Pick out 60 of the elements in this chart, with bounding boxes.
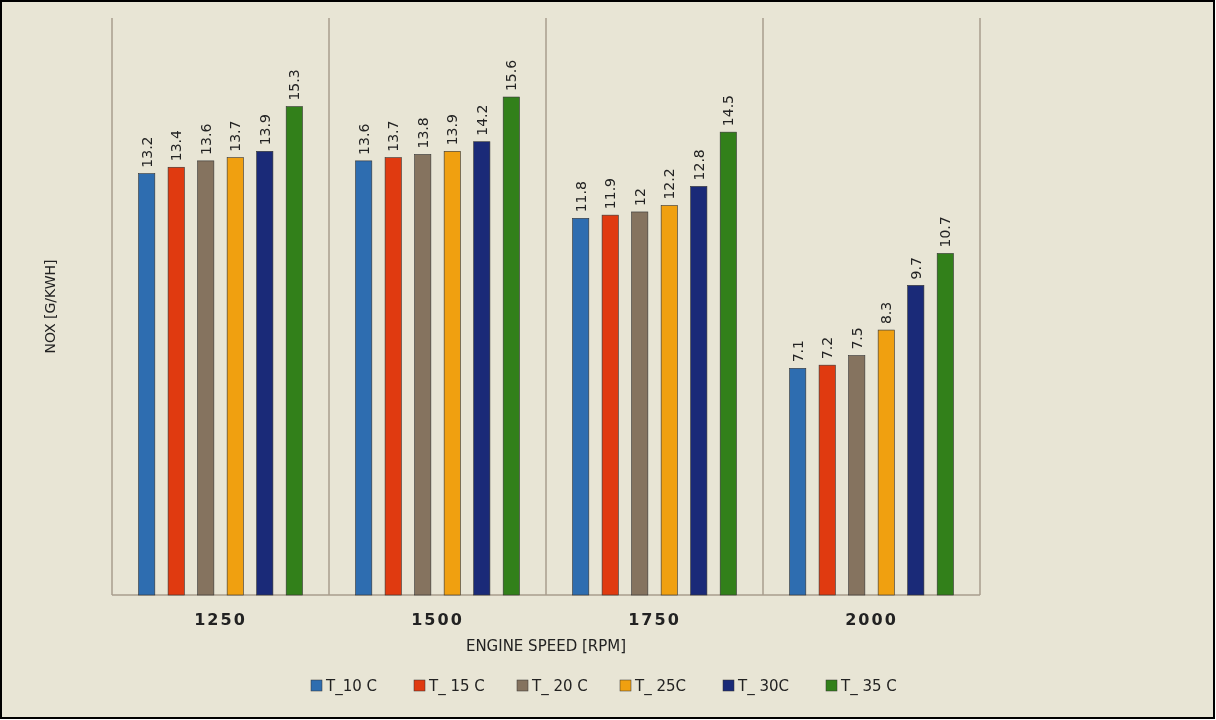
- data-label: 14.5: [720, 94, 737, 127]
- data-label: 13.9: [444, 114, 461, 146]
- data-label: 12: [631, 188, 648, 206]
- x-tick-label: 1750: [628, 610, 681, 629]
- bar: [414, 154, 432, 596]
- bar: [197, 160, 215, 596]
- bar: [719, 131, 737, 596]
- x-tick-label: 2000: [845, 610, 898, 629]
- data-label: 13.4: [168, 130, 185, 162]
- bar: [877, 329, 895, 596]
- x-axis-title: ENGINE SPEED [RPM]: [465, 637, 627, 655]
- bar: [936, 253, 954, 596]
- bar: [256, 151, 274, 596]
- data-label: 14.2: [473, 104, 490, 136]
- data-label: 13.7: [385, 120, 402, 152]
- data-label: 11.9: [602, 177, 619, 210]
- bar: [443, 151, 461, 596]
- bar: [572, 218, 590, 596]
- data-label: 9.7: [907, 257, 924, 280]
- bar: [384, 157, 402, 596]
- x-tick-label: 1250: [194, 610, 247, 629]
- data-label: 7.1: [789, 340, 806, 363]
- bar: [601, 214, 619, 596]
- data-label: 11.8: [572, 181, 589, 213]
- legend-label: T_ 25C: [634, 677, 686, 696]
- bar: [138, 173, 156, 596]
- data-label: 10.7: [937, 216, 954, 248]
- data-label: 15.3: [286, 69, 303, 101]
- bar: [789, 368, 807, 596]
- bar: [818, 364, 836, 596]
- data-label: 13.6: [355, 123, 372, 155]
- bar: [907, 285, 925, 596]
- bar: [502, 96, 520, 596]
- bar: [226, 157, 244, 596]
- data-label: 15.6: [503, 59, 520, 92]
- bar: [848, 355, 866, 596]
- bar: [167, 166, 185, 596]
- data-label: 13.8: [414, 117, 431, 149]
- legend-label: T_10 C: [325, 677, 377, 696]
- data-label: 13.7: [227, 120, 244, 152]
- legend-label: T_ 15 C: [428, 677, 485, 696]
- legend-label: T_ 35 C: [840, 677, 897, 696]
- data-label: 8.3: [878, 301, 895, 325]
- bar: [355, 160, 373, 596]
- legend-label: T_ 30C: [737, 677, 789, 696]
- bar: [690, 186, 708, 596]
- data-label: 7.5: [848, 327, 865, 350]
- bar: [631, 211, 649, 596]
- data-label: 12.8: [690, 149, 707, 181]
- data-label: 13.6: [197, 123, 214, 155]
- bar: [285, 106, 303, 596]
- bar: [660, 205, 678, 596]
- data-label: 13.2: [138, 136, 155, 168]
- bar: [473, 141, 491, 596]
- x-tick-label: 1500: [411, 610, 464, 629]
- data-label: 13.9: [256, 114, 273, 146]
- data-label: 7.2: [819, 336, 836, 360]
- legend-label: T_ 20 C: [531, 677, 588, 696]
- y-axis-title: NOX [G/KWH]: [42, 259, 58, 354]
- data-label: 12.2: [661, 168, 678, 200]
